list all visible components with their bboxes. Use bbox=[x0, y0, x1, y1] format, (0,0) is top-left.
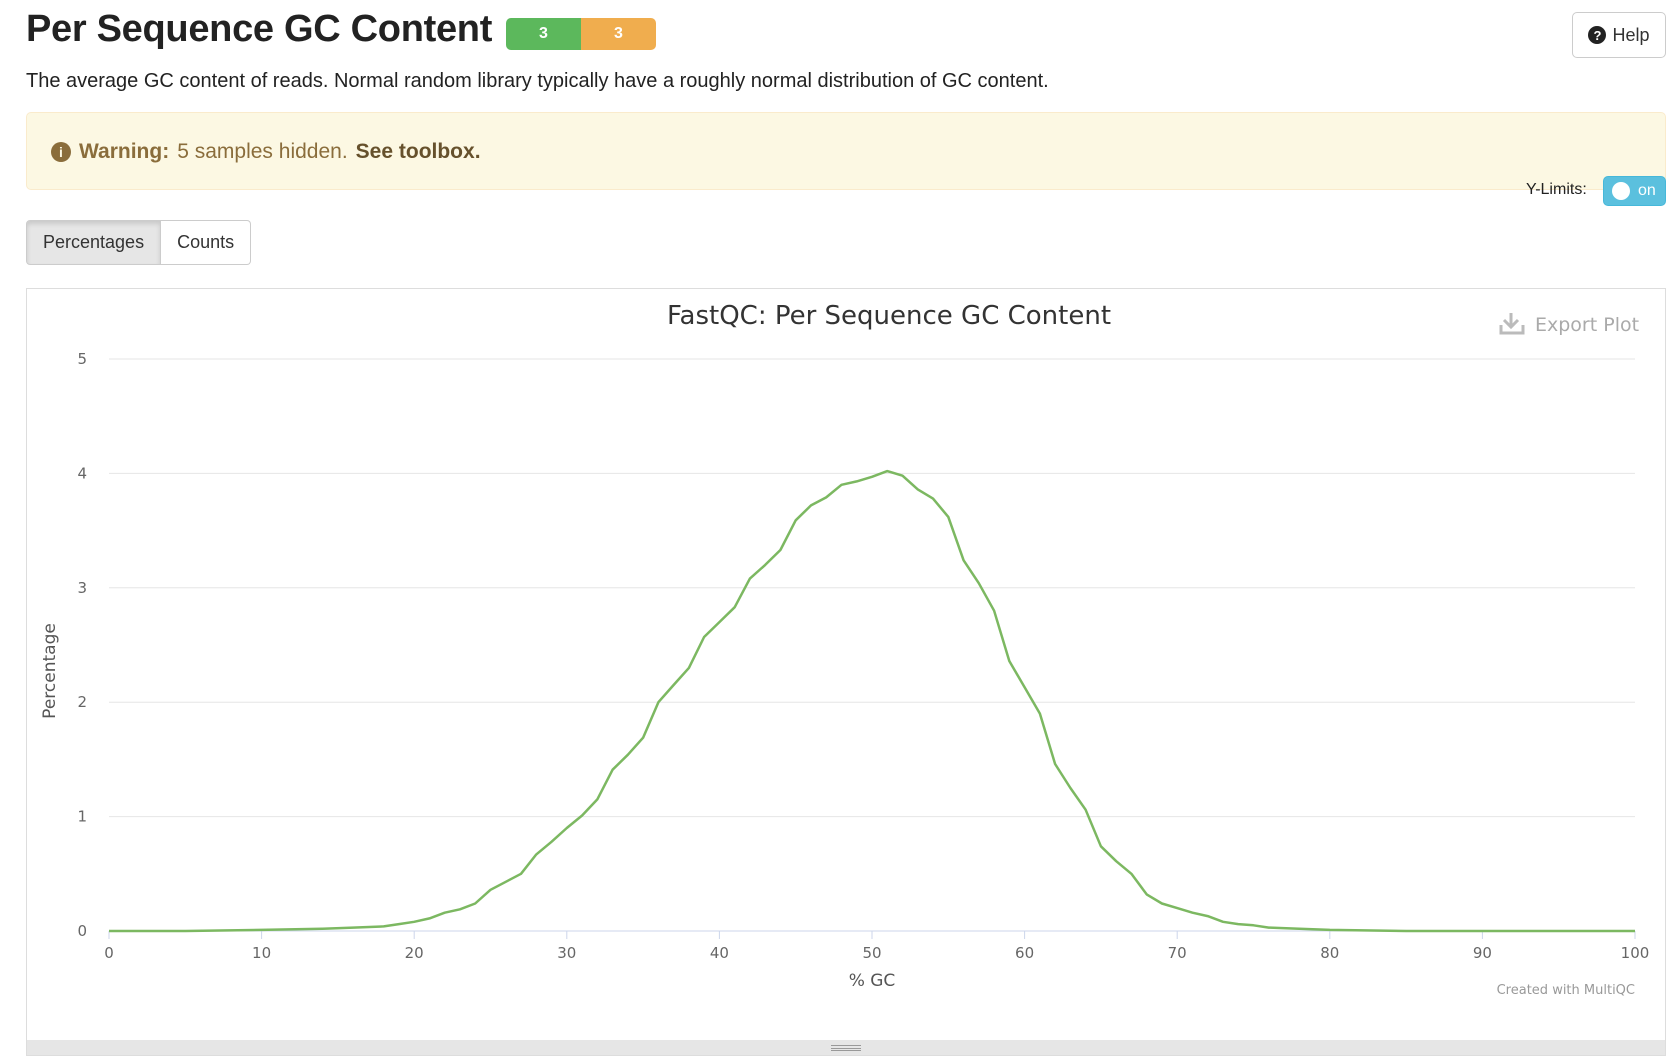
series-layer bbox=[109, 469, 1635, 933]
help-button[interactable]: ? Help bbox=[1572, 12, 1666, 58]
download-icon bbox=[1499, 313, 1525, 335]
export-plot-button[interactable]: Export Plot bbox=[1499, 313, 1639, 336]
x-tick-label: 20 bbox=[405, 944, 424, 962]
toggle-state: on bbox=[1638, 182, 1656, 199]
y-tick-label: 2 bbox=[77, 693, 87, 711]
info-circle-icon: i bbox=[51, 142, 71, 162]
section-description: The average GC content of reads. Normal … bbox=[26, 70, 1049, 92]
grid-lines bbox=[109, 358, 1635, 932]
page-title: Per Sequence GC Content bbox=[26, 8, 493, 50]
x-tick-label: 40 bbox=[710, 944, 729, 962]
x-tick-label: 70 bbox=[1168, 944, 1187, 962]
y-tick-label: 3 bbox=[77, 579, 87, 597]
data-view-tabs: Percentages Counts bbox=[26, 220, 252, 265]
gc-content-series-line[interactable] bbox=[109, 469, 1635, 933]
warning-message: 5 samples hidden. bbox=[177, 140, 348, 163]
gc-content-chart: FastQC: Per Sequence GC Content Export P… bbox=[40, 301, 1649, 998]
plot-panel: FastQC: Per Sequence GC Content Export P… bbox=[26, 288, 1666, 1042]
ylimits-label: Y-Limits: bbox=[1526, 181, 1587, 198]
multiqc-credit: Created with MultiQC bbox=[1497, 983, 1635, 998]
x-tick-label: 10 bbox=[252, 944, 271, 962]
x-tick-label: 0 bbox=[104, 944, 114, 962]
y-tick-label: 4 bbox=[77, 464, 87, 482]
tab-percentages[interactable]: Percentages bbox=[26, 220, 162, 265]
status-pass-count[interactable]: 3 bbox=[506, 18, 581, 50]
help-label: Help bbox=[1612, 24, 1650, 45]
status-warn-count[interactable]: 3 bbox=[581, 18, 656, 50]
y-tick-label: 5 bbox=[77, 350, 87, 368]
see-toolbox-link[interactable]: See toolbox. bbox=[355, 140, 481, 163]
warning-label: Warning: bbox=[79, 140, 170, 163]
tab-counts[interactable]: Counts bbox=[161, 220, 252, 265]
plot-resize-handle[interactable] bbox=[26, 1040, 1666, 1056]
x-tick-label: 30 bbox=[557, 944, 576, 962]
y-tick-label: 0 bbox=[77, 922, 87, 940]
status-progress-bar[interactable]: 3 3 bbox=[506, 18, 656, 50]
x-tick-label: 60 bbox=[1015, 944, 1034, 962]
grip-icon bbox=[831, 1044, 861, 1051]
question-circle-icon: ? bbox=[1588, 26, 1607, 44]
ylimits-toggle[interactable]: on bbox=[1603, 176, 1666, 206]
x-tick-label: 80 bbox=[1320, 944, 1339, 962]
warning-alert: i Warning: 5 samples hidden. See toolbox… bbox=[26, 112, 1666, 190]
x-axis-title: % GC bbox=[849, 971, 896, 991]
chart-title: FastQC: Per Sequence GC Content bbox=[667, 301, 1111, 331]
toggle-knob bbox=[1612, 182, 1630, 200]
export-plot-label: Export Plot bbox=[1535, 314, 1639, 336]
y-tick-label: 1 bbox=[77, 808, 87, 826]
x-tick-label: 50 bbox=[862, 944, 881, 962]
x-tick-label: 100 bbox=[1621, 944, 1650, 962]
y-axis-title: Percentage bbox=[40, 623, 60, 719]
x-tick-label: 90 bbox=[1473, 944, 1492, 962]
